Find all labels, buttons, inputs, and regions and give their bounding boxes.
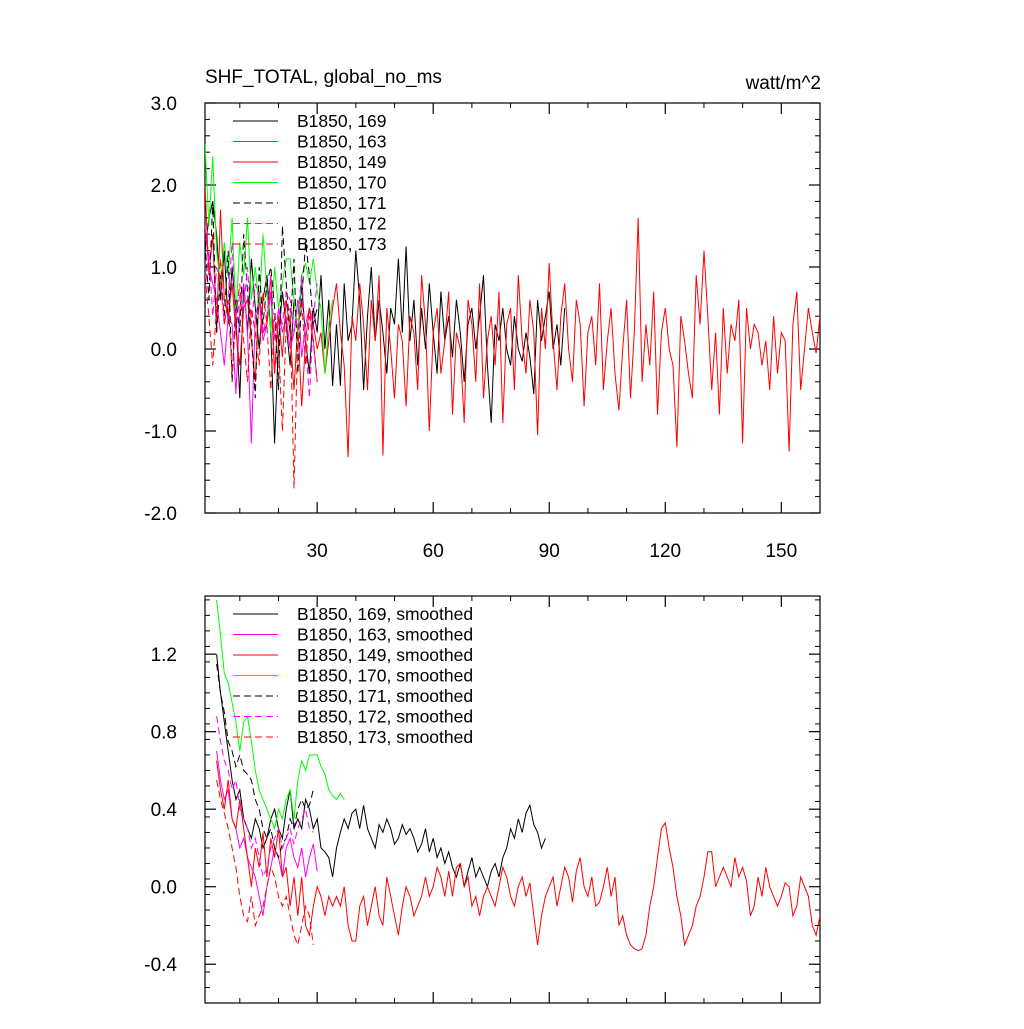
x-tick-label: 60 <box>423 541 444 562</box>
y-tick-label: 0.0 <box>151 878 177 899</box>
legend-entry: B1850, 173 <box>297 234 387 254</box>
chart-units: watt/m^2 <box>745 73 821 94</box>
legend-entry: B1850, 163, smoothed <box>297 625 473 645</box>
legend-entry: B1850, 170 <box>297 173 387 193</box>
plot-frame <box>204 595 821 1004</box>
x-tick-label: 90 <box>539 541 560 562</box>
series-line-5 <box>216 716 314 879</box>
plot-frame <box>204 102 821 514</box>
legend-entry: B1850, 163 <box>297 132 387 152</box>
x-tick-label: 120 <box>649 541 681 562</box>
chart-title: SHF_TOTAL, global_no_ms <box>205 67 442 88</box>
legend-entry: B1850, 172, smoothed <box>297 707 473 727</box>
series-line-2 <box>205 184 820 458</box>
legend-entry: B1850, 169 <box>297 111 387 131</box>
series-line-4 <box>216 663 314 860</box>
y-tick-label: 2.0 <box>151 176 177 197</box>
series-line-3 <box>205 143 334 374</box>
y-tick-label: -2.0 <box>144 504 177 525</box>
x-tick-label: 30 <box>307 541 328 562</box>
legend-entry: B1850, 172 <box>297 214 387 234</box>
y-tick-label: 3.0 <box>151 94 177 115</box>
y-tick-label: 1.2 <box>151 645 177 666</box>
y-tick-label: -1.0 <box>144 422 177 443</box>
series-line-0 <box>205 201 566 444</box>
series-line-6 <box>205 258 318 489</box>
legend-entry: B1850, 171, smoothed <box>297 686 473 706</box>
series-line-6 <box>216 780 314 947</box>
y-tick-label: 0.4 <box>151 800 178 821</box>
legend-entry: B1850, 169, smoothed <box>297 604 473 624</box>
x-tick-label: 150 <box>765 541 797 562</box>
legend-entry: B1850, 149 <box>297 152 387 172</box>
y-tick-label: -0.4 <box>144 955 177 976</box>
series-group <box>205 143 820 489</box>
y-tick-label: 1.0 <box>151 258 177 279</box>
legend-entry: B1850, 170, smoothed <box>297 666 473 686</box>
series-line-0 <box>216 654 546 889</box>
series-line-5 <box>205 242 318 399</box>
panel-top: SHF_TOTAL, global_no_ms watt/m^2 -2.0 -1.… <box>144 67 821 562</box>
series-line-1 <box>205 225 318 444</box>
legend-entry: B1850, 171 <box>297 193 387 213</box>
legend-entry: B1850, 149, smoothed <box>297 645 473 665</box>
y-tick-label: 0.0 <box>151 340 177 361</box>
y-tick-label: 0.8 <box>151 723 177 744</box>
series-line-2 <box>216 760 820 952</box>
legend-entry: B1850, 173, smoothed <box>297 727 473 747</box>
